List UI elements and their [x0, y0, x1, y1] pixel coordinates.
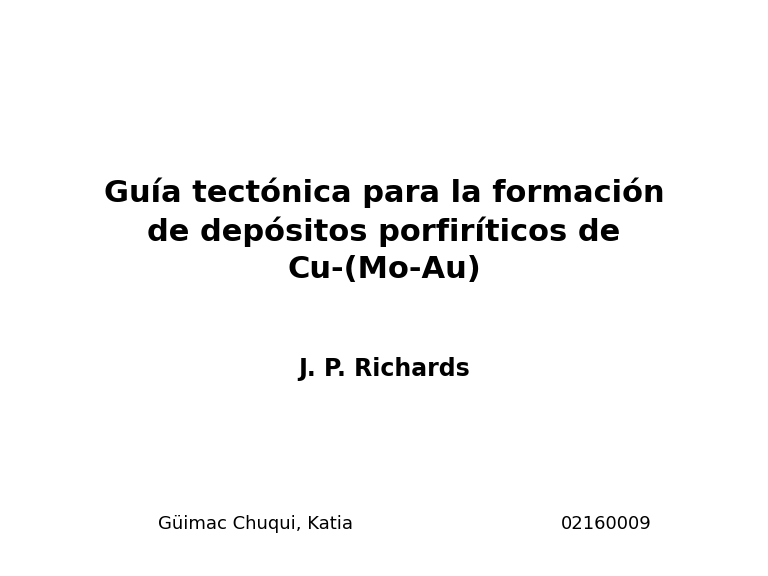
Text: Güimac Chuqui, Katia: Güimac Chuqui, Katia — [158, 515, 353, 533]
Text: 02160009: 02160009 — [561, 515, 651, 533]
Text: Guía tectónica para la formación
de depósitos porfiríticos de
Cu-(Mo-Au): Guía tectónica para la formación de depó… — [104, 177, 664, 284]
Text: J. P. Richards: J. P. Richards — [298, 357, 470, 381]
